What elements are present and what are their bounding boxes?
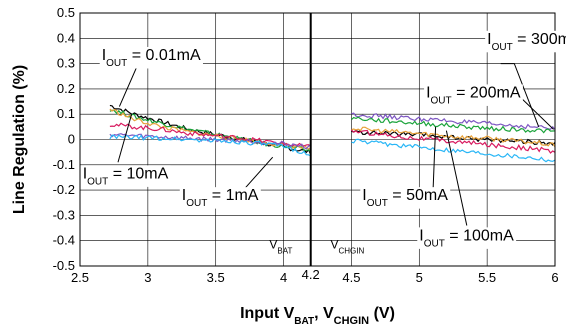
annotation-label: IOUT = 100mA bbox=[419, 227, 514, 249]
x-tick-label: 3 bbox=[144, 270, 151, 285]
region-labels: VBAT VCHGIN bbox=[269, 237, 364, 255]
y-tick-label: 0.5 bbox=[57, 5, 75, 20]
x-axis-title-sep: , V bbox=[314, 305, 334, 322]
x-axis-title-sub2: CHGIN bbox=[334, 315, 370, 327]
y-tick-label: -0.2 bbox=[53, 182, 75, 197]
y-tick-label: 0.2 bbox=[57, 81, 75, 96]
x-tick-label: 4.5 bbox=[342, 270, 360, 285]
y-tick-label: -0.4 bbox=[53, 233, 75, 248]
annotation-label: IOUT = 200mA bbox=[426, 84, 521, 106]
annotation-label: IOUT = 300mA bbox=[487, 31, 566, 53]
plot-frame bbox=[79, 12, 556, 267]
x-tick-label: 6 bbox=[551, 270, 558, 285]
series-line bbox=[109, 104, 312, 155]
annotation-leader bbox=[445, 130, 468, 226]
annotation-label: IOUT = 1mA bbox=[182, 187, 259, 209]
series-line bbox=[351, 138, 556, 163]
y-tick-label: 0 bbox=[68, 132, 75, 147]
x-axis-ticks: 2.5 3 3.5 4 4.5 5 5.5 6 4.2 bbox=[71, 267, 559, 285]
x-axis-title-main: Input V bbox=[240, 305, 295, 322]
annotation-bg bbox=[485, 30, 566, 53]
x-axis-title: Input VBAT, VCHGIN (V) bbox=[240, 305, 395, 327]
annotation-bg bbox=[99, 46, 203, 69]
y-tick-label: 0.1 bbox=[57, 106, 75, 121]
y-tick-label: -0.3 bbox=[53, 207, 75, 222]
annotation-label: IOUT = 50mA bbox=[362, 187, 448, 209]
x-tick-label: 5 bbox=[416, 270, 423, 285]
annotation-label: IOUT = 10mA bbox=[83, 165, 169, 187]
y-axis-title: Line Regulation (%) bbox=[11, 65, 28, 214]
annotation-label: IOUT = 0.01mA bbox=[102, 47, 201, 69]
annotation-bg bbox=[417, 227, 517, 249]
annotation-bg bbox=[360, 187, 451, 209]
y-tick-label: 0.3 bbox=[57, 56, 75, 71]
series-lines bbox=[109, 104, 556, 163]
annotation-leader bbox=[500, 63, 540, 127]
y-tick-label: -0.5 bbox=[53, 258, 75, 273]
series-line bbox=[350, 116, 556, 134]
x-tick-label: 5.5 bbox=[478, 270, 496, 285]
x-axis-title-tail: (V) bbox=[369, 305, 395, 322]
annotation-bg bbox=[424, 84, 523, 106]
series-line bbox=[109, 133, 312, 150]
x-tick-label: 4 bbox=[280, 270, 287, 285]
series-line bbox=[351, 112, 556, 130]
series-line bbox=[351, 126, 556, 148]
annotation-bg bbox=[80, 165, 171, 187]
region-label: VBAT bbox=[269, 237, 292, 255]
x-tick-label: 3.5 bbox=[207, 270, 225, 285]
annotation-leader bbox=[117, 114, 133, 163]
series-line bbox=[350, 129, 556, 154]
series-annotations: IOUT = 0.01mA IOUT = 10mA IOUT = 1mA IOUT =… bbox=[80, 30, 566, 249]
x-tick-label: 2.5 bbox=[71, 270, 89, 285]
y-axis-ticks: -0.5 -0.4 -0.3 -0.2 -0.1 0 0.1 0.2 0.3 0.4 0.5 bbox=[53, 5, 75, 273]
region-label: VCHGIN bbox=[330, 237, 364, 255]
y-tick-label: 0.4 bbox=[57, 30, 75, 45]
y-tick-label: -0.1 bbox=[53, 157, 75, 172]
x-axis-title-sub1: BAT bbox=[294, 316, 314, 327]
x-tick-label-extra: 4.2 bbox=[302, 267, 320, 282]
annotation-leader bbox=[245, 156, 274, 188]
series-line bbox=[109, 134, 311, 157]
annotation-bg bbox=[179, 187, 261, 209]
